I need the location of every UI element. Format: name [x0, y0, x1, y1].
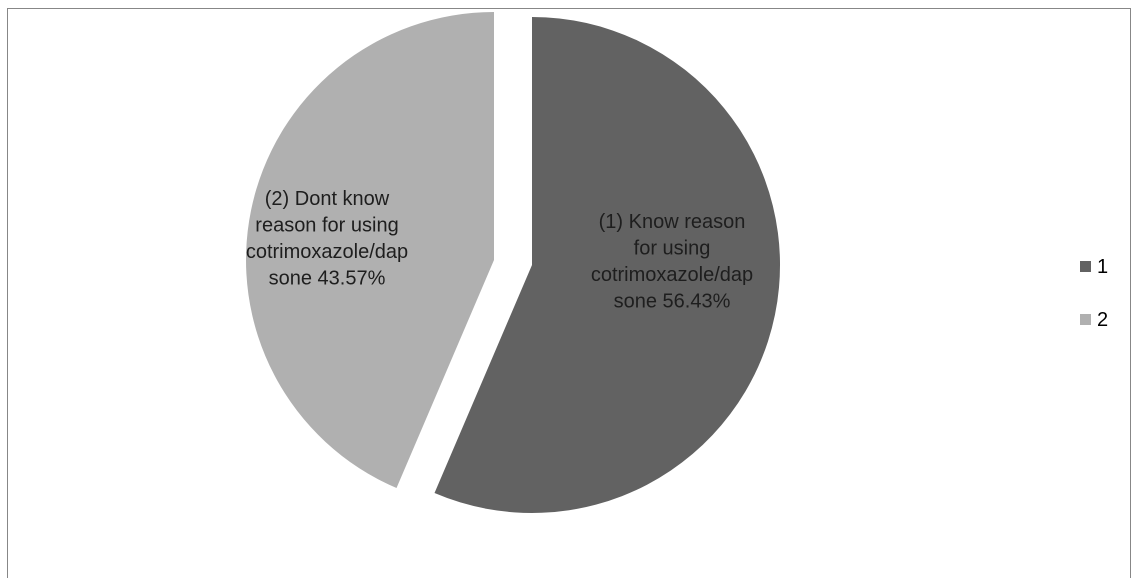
legend-swatch-2: [1080, 314, 1091, 325]
legend-label-2: 2: [1097, 309, 1108, 331]
pie-slices: [246, 12, 781, 513]
pie-slice-1: [434, 16, 781, 513]
legend-swatch-1: [1080, 261, 1091, 272]
slice-label-2: (2) Dont know reason for using cotrimoxazo…: [246, 188, 408, 290]
pie-slice-2: [246, 12, 494, 489]
slice-labels: (1) Know reason for using cotrimoxazole/da…: [246, 188, 753, 313]
legend-label-1: 1: [1097, 256, 1108, 278]
legend: 12: [1080, 256, 1108, 331]
slice-label-1: (1) Know reason for using cotrimoxazole/da…: [591, 211, 753, 313]
chart-frame: [7, 8, 1131, 578]
